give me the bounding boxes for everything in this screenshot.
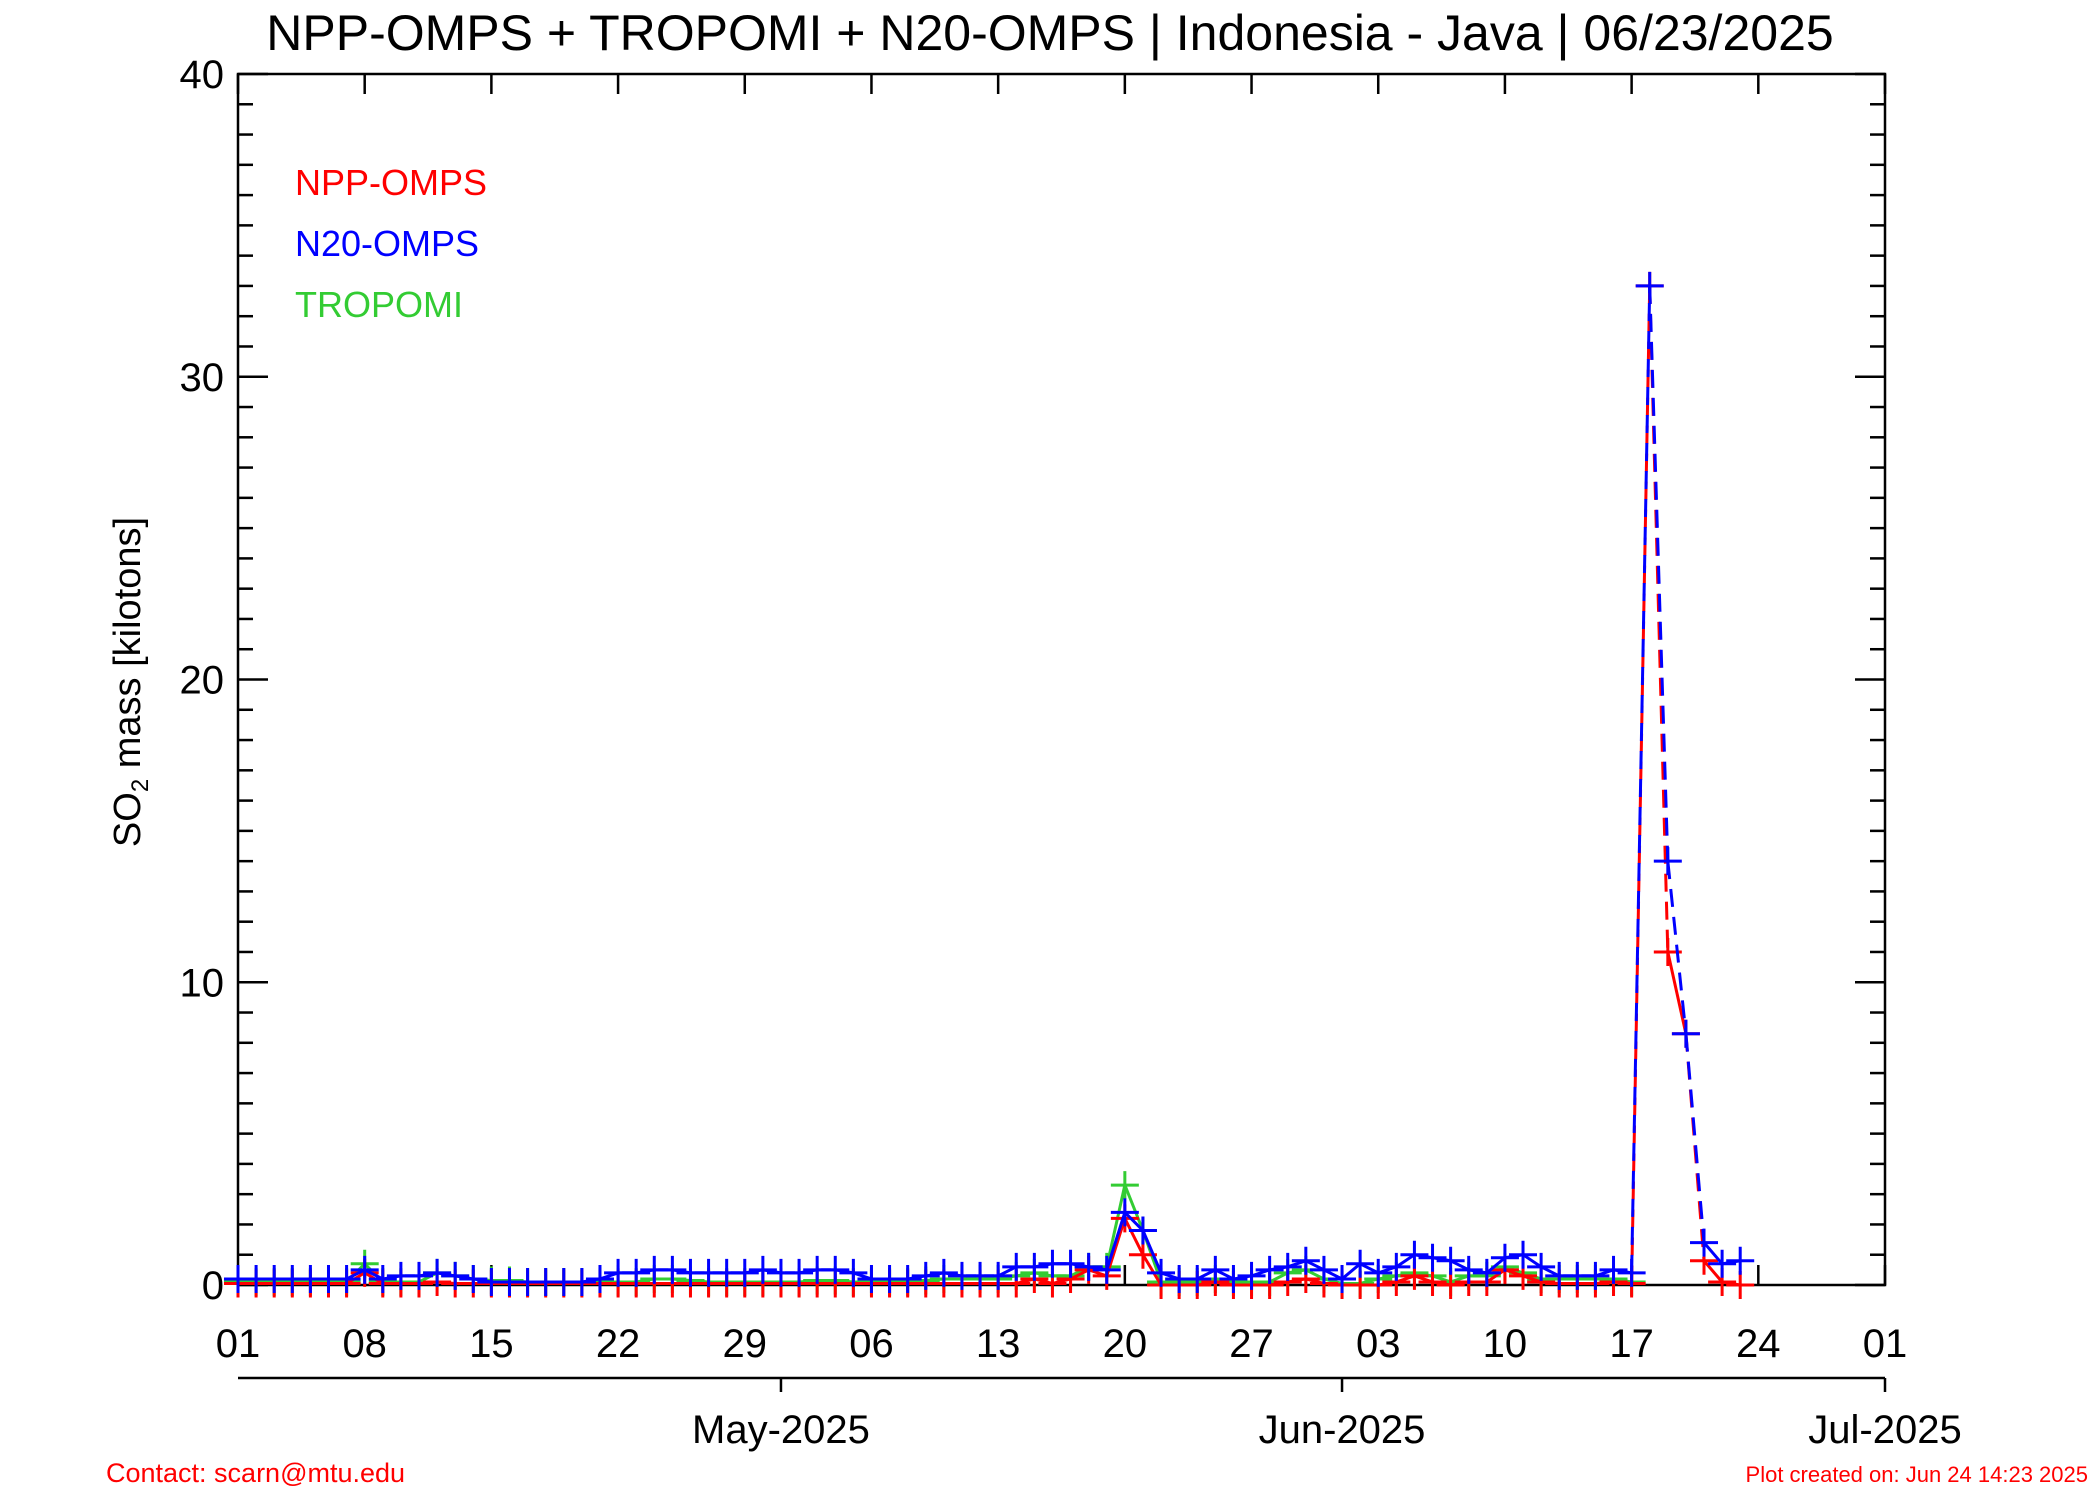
month-label: May-2025 — [692, 1408, 870, 1452]
y-tick-label: 30 — [180, 356, 225, 400]
series-segment — [1702, 1259, 1724, 1283]
data-point-marker — [1708, 1249, 1737, 1278]
data-point-marker — [1346, 1249, 1375, 1278]
series-segment — [1648, 285, 1670, 862]
chart-title: NPP-OMPS + TROPOMI + N20-OMPS | Indonesi… — [266, 5, 1833, 61]
legend-entry-tropomi: TROPOMI — [295, 284, 463, 325]
x-tick-label: 15 — [469, 1322, 514, 1366]
y-label-rest: mass [kilotons] — [107, 517, 149, 779]
month-label: Jun-2025 — [1259, 1408, 1426, 1452]
series-segment — [1196, 1268, 1217, 1281]
series-segment — [1141, 1229, 1163, 1274]
data-point-marker — [1726, 1246, 1755, 1275]
series-segment — [1540, 1265, 1560, 1278]
data-point-marker — [1472, 1258, 1501, 1287]
series-segment — [1630, 285, 1652, 1273]
data-point-marker — [658, 1255, 687, 1284]
series-segment — [1666, 951, 1688, 1035]
x-tick-label: 01 — [1863, 1322, 1908, 1366]
series-segment — [1485, 1268, 1506, 1284]
legend: NPP-OMPS N20-OMPS TROPOMI — [295, 162, 487, 325]
series-segment — [1214, 1268, 1235, 1281]
y-tick-label: 20 — [180, 659, 225, 703]
x-tick-label: 03 — [1356, 1322, 1401, 1366]
y-label-main: SO — [107, 792, 149, 847]
series-segment — [997, 1265, 1017, 1278]
series-segment — [1305, 1268, 1325, 1281]
series-segment — [1522, 1253, 1542, 1269]
series-segment — [1666, 860, 1688, 1034]
legend-entry-npp-omps: NPP-OMPS — [295, 162, 487, 203]
data-point-marker — [1309, 1255, 1338, 1284]
x-tick-label: 24 — [1736, 1322, 1781, 1366]
data-point-marker — [1110, 1171, 1139, 1200]
data-point-marker — [748, 1255, 777, 1284]
data-point-marker — [1527, 1252, 1556, 1281]
series-segment — [364, 1268, 384, 1281]
series-segment — [1341, 1262, 1362, 1281]
series-n20-omps — [224, 271, 1755, 1296]
x-tick-label: 17 — [1609, 1322, 1654, 1366]
series-segment — [345, 1268, 366, 1281]
plot-frame — [236, 72, 1887, 1287]
x-tick-label: 27 — [1229, 1322, 1274, 1366]
series-segment — [1395, 1253, 1416, 1269]
data-point-marker — [911, 1261, 940, 1290]
data-point-marker — [350, 1255, 379, 1284]
data-point-marker — [1690, 1228, 1719, 1257]
x-tick-label: 13 — [976, 1322, 1021, 1366]
x-tick-label: 01 — [216, 1322, 261, 1366]
series-segment — [1684, 1033, 1706, 1243]
data-point-marker — [1201, 1255, 1230, 1284]
y-tick-label: 0 — [202, 1264, 224, 1308]
data-point-marker — [459, 1264, 488, 1293]
data-point-marker — [984, 1261, 1013, 1290]
series-segment — [1069, 1268, 1090, 1281]
series-segment — [1323, 1268, 1343, 1281]
x-tick-label: 08 — [342, 1322, 387, 1366]
month-label: Jul-2025 — [1808, 1408, 1961, 1452]
series-segment — [1123, 1211, 1145, 1232]
series-npp-omps — [224, 271, 1755, 1299]
series-segment — [1486, 1265, 1506, 1278]
x-tick-label: 06 — [849, 1322, 894, 1366]
plot-created-text: Plot created on: Jun 24 14:23 2025 — [1746, 1462, 2088, 1487]
series-segment — [1105, 1184, 1127, 1268]
contact-text: Contact: scarn@mtu.edu — [106, 1458, 405, 1488]
data-point-marker — [1726, 1271, 1755, 1299]
data-point-marker — [404, 1261, 433, 1290]
y-label-subscript: 2 — [127, 779, 154, 792]
data-point-marker — [730, 1258, 759, 1287]
series-segment — [1305, 1259, 1325, 1272]
series-segment — [1268, 1271, 1289, 1284]
series-segment — [1105, 1217, 1127, 1277]
series-segment — [1069, 1265, 1090, 1278]
y-tick-label: 40 — [180, 53, 225, 97]
series-segment — [1105, 1211, 1127, 1271]
x-tick-label: 10 — [1483, 1322, 1528, 1366]
series-segment — [1449, 1259, 1470, 1272]
data-point-marker — [929, 1258, 958, 1287]
series-segment — [1123, 1217, 1145, 1256]
data-point-marker — [1490, 1243, 1519, 1272]
data-point-marker — [1147, 1258, 1176, 1287]
legend-entry-n20-omps: N20-OMPS — [295, 223, 479, 264]
data-point-marker — [1364, 1258, 1393, 1287]
series-group — [224, 271, 1755, 1299]
series-segment — [1141, 1253, 1163, 1286]
series-segment — [1485, 1256, 1506, 1275]
series-segment — [1702, 1241, 1724, 1265]
data-point-marker — [1509, 1240, 1538, 1269]
x-tick-label: 20 — [1103, 1322, 1148, 1366]
series-segment — [1359, 1262, 1379, 1275]
x-tick-label: 22 — [596, 1322, 641, 1366]
data-point-marker — [1020, 1252, 1049, 1281]
series-segment — [1123, 1184, 1145, 1232]
data-point-marker — [821, 1255, 850, 1284]
y-axis-label: SO2 mass [kilotons] — [107, 517, 154, 847]
x-tick-label: 29 — [723, 1322, 768, 1366]
y-tick-label: 10 — [180, 961, 225, 1005]
